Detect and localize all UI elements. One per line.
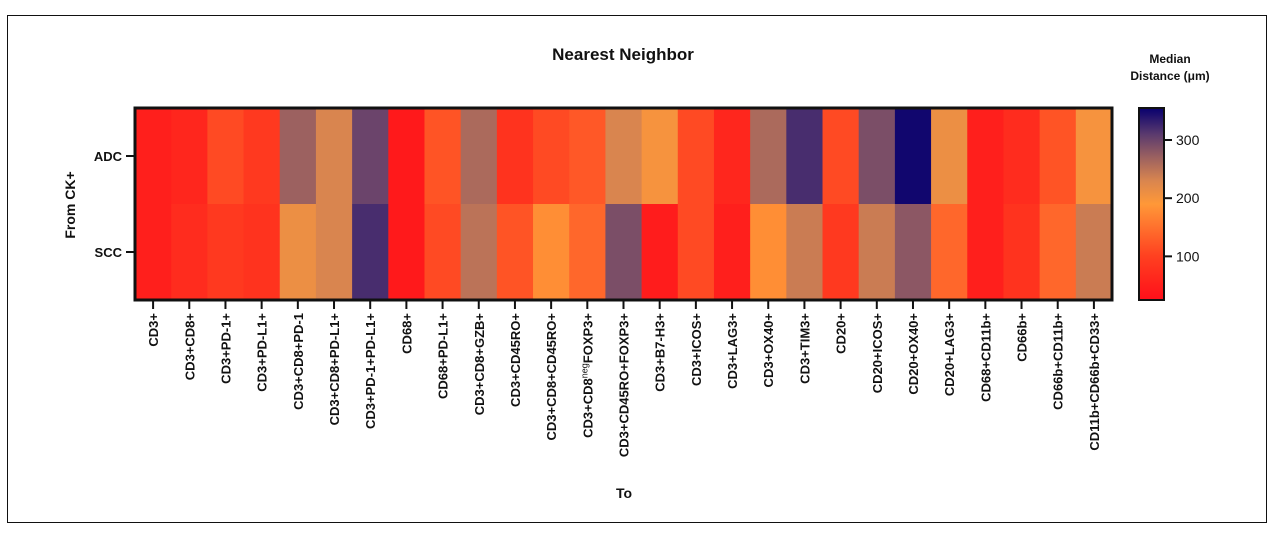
column-label-12: CD3+CD8+CD45RO+ <box>544 313 559 441</box>
column-label-23: CD20+LAG3+ <box>942 313 957 396</box>
column-label-9: CD68+PD-L1+ <box>436 313 451 399</box>
column-label-2: CD3+CD8+ <box>182 313 197 381</box>
x-axis-title: To <box>616 485 632 501</box>
column-label-25: CD66b+ <box>1015 313 1030 362</box>
column-label-7: CD3+PD-1+PD-L1+ <box>363 313 378 429</box>
heatmap-cell-scc-14 <box>605 204 643 301</box>
heatmap-cell-adc-24 <box>967 108 1005 205</box>
heatmap-cell-scc-12 <box>533 204 570 301</box>
heatmap-cell-adc-23 <box>931 108 968 205</box>
heatmap-cell-scc-18 <box>750 204 787 301</box>
heatmap-cell-scc-25 <box>1003 204 1041 301</box>
colorbar-title-line2: Distance (μm) <box>1130 69 1209 83</box>
heatmap-cell-scc-10 <box>460 204 498 301</box>
heatmap-cell-scc-17 <box>713 204 751 301</box>
heatmap-cell-adc-19 <box>786 108 824 205</box>
heatmap-cell-adc-27 <box>1075 108 1113 205</box>
column-label-16: CD3+ICOS+ <box>689 313 704 386</box>
column-label-19: CD3+TIM3+ <box>797 313 812 384</box>
figure-frame <box>7 15 1267 523</box>
heatmap-cell-adc-14 <box>605 108 643 205</box>
y-axis-title: From CK+ <box>62 171 78 238</box>
heatmap-cell-scc-16 <box>677 204 715 301</box>
column-label-21: CD20+ICOS+ <box>870 313 885 394</box>
heatmap-cell-adc-17 <box>713 108 751 205</box>
heatmap-cell-scc-15 <box>641 204 679 301</box>
column-label-26: CD66b+CD11b+ <box>1051 313 1066 410</box>
heatmap-cell-adc-15 <box>641 108 679 205</box>
colorbar-title-line1: Median <box>1149 52 1190 66</box>
heatmap-cell-scc-13 <box>569 204 607 301</box>
heatmap-cell-scc-26 <box>1039 204 1077 301</box>
column-label-4: CD3+PD-L1+ <box>255 313 270 392</box>
column-label-15: CD3+B7-H3+ <box>653 313 668 392</box>
heatmap-cell-scc-27 <box>1075 204 1113 301</box>
column-label-13: CD3+CD8negFOXP3+ <box>579 313 595 438</box>
heatmap-cell-scc-21 <box>858 204 896 301</box>
heatmap-cell-scc-23 <box>931 204 968 301</box>
heatmap-cell-scc-22 <box>894 204 932 301</box>
colorbar-tick-label-200: 200 <box>1176 190 1200 206</box>
column-ticks: CD3+ CD3+CD8+ CD3+PD-1+ CD3+PD-L1+ CD3+CD8+P… <box>146 300 1102 457</box>
colorbar <box>1138 107 1165 301</box>
heatmap-cell-adc-10 <box>460 108 498 205</box>
heatmap-cell-adc-18 <box>750 108 787 205</box>
heatmap-cells <box>135 108 1113 301</box>
heatmap-cell-scc-3 <box>207 204 245 301</box>
column-label-1: CD3+ <box>146 313 161 347</box>
column-label-11: CD3+CD45RO+ <box>508 313 523 407</box>
heatmap-cell-scc-19 <box>786 204 824 301</box>
heatmap-cell-scc-2 <box>171 204 208 301</box>
column-label-17: CD3+LAG3+ <box>725 313 740 389</box>
column-label-14: CD3+CD45RO+FOXP3+ <box>617 313 632 458</box>
heatmap-cell-scc-8 <box>388 204 426 301</box>
column-label-27: CD11b+CD66b+CD33+ <box>1087 313 1102 451</box>
column-label-20: CD20+ <box>834 313 849 354</box>
heatmap-cell-adc-16 <box>677 108 715 205</box>
heatmap-cell-adc-20 <box>822 108 860 205</box>
heatmap-cell-adc-2 <box>171 108 208 205</box>
heatmap-cell-adc-26 <box>1039 108 1077 205</box>
heatmap-cell-adc-11 <box>496 108 534 205</box>
colorbar-tick-label-300: 300 <box>1176 132 1200 148</box>
heatmap-cell-scc-24 <box>967 204 1005 301</box>
column-label-18: CD3+OX40+ <box>761 313 776 388</box>
heatmap-cell-adc-1 <box>135 108 172 205</box>
heatmap-cell-adc-4 <box>243 108 281 205</box>
row-ticks: ADC SCC <box>94 149 135 260</box>
heatmap-cell-adc-12 <box>533 108 570 205</box>
heatmap-cell-scc-4 <box>243 204 281 301</box>
colorbar-tick-label-100: 100 <box>1176 248 1200 264</box>
heatmap-cell-scc-5 <box>279 204 317 301</box>
heatmap-cell-adc-13 <box>569 108 607 205</box>
heatmap-cell-adc-25 <box>1003 108 1041 205</box>
heatmap-cell-adc-9 <box>424 108 462 205</box>
row-label-adc: ADC <box>94 149 123 164</box>
heatmap-cell-adc-6 <box>315 108 353 205</box>
heatmap-cell-scc-11 <box>496 204 534 301</box>
column-label-6: CD3+CD8+PD-L1+ <box>327 313 342 426</box>
heatmap-cell-scc-1 <box>135 204 172 301</box>
column-label-10: CD3+CD8+GZB+ <box>472 313 487 416</box>
heatmap-cell-adc-8 <box>388 108 426 205</box>
column-label-22: CD20+OX40+ <box>906 313 921 395</box>
heatmap-cell-adc-22 <box>894 108 932 205</box>
heatmap-cell-adc-5 <box>279 108 317 205</box>
heatmap-cell-scc-6 <box>315 204 353 301</box>
column-label-5: CD3+CD8+PD-1 <box>291 313 306 410</box>
chart-title: Nearest Neighbor <box>552 45 694 64</box>
column-label-3: CD3+PD-1+ <box>218 313 233 384</box>
column-label-8: CD68+ <box>399 313 414 354</box>
column-label-24: CD68+CD11b+ <box>978 313 993 402</box>
heatmap-cell-adc-21 <box>858 108 896 205</box>
heatmap-cell-adc-7 <box>352 108 389 205</box>
heatmap-cell-scc-9 <box>424 204 462 301</box>
heatmap-cell-scc-7 <box>352 204 389 301</box>
colorbar-ticks: 100 200 300 <box>1164 132 1200 264</box>
row-label-scc: SCC <box>95 245 123 260</box>
heatmap-cell-adc-3 <box>207 108 245 205</box>
heatmap-cell-scc-20 <box>822 204 860 301</box>
